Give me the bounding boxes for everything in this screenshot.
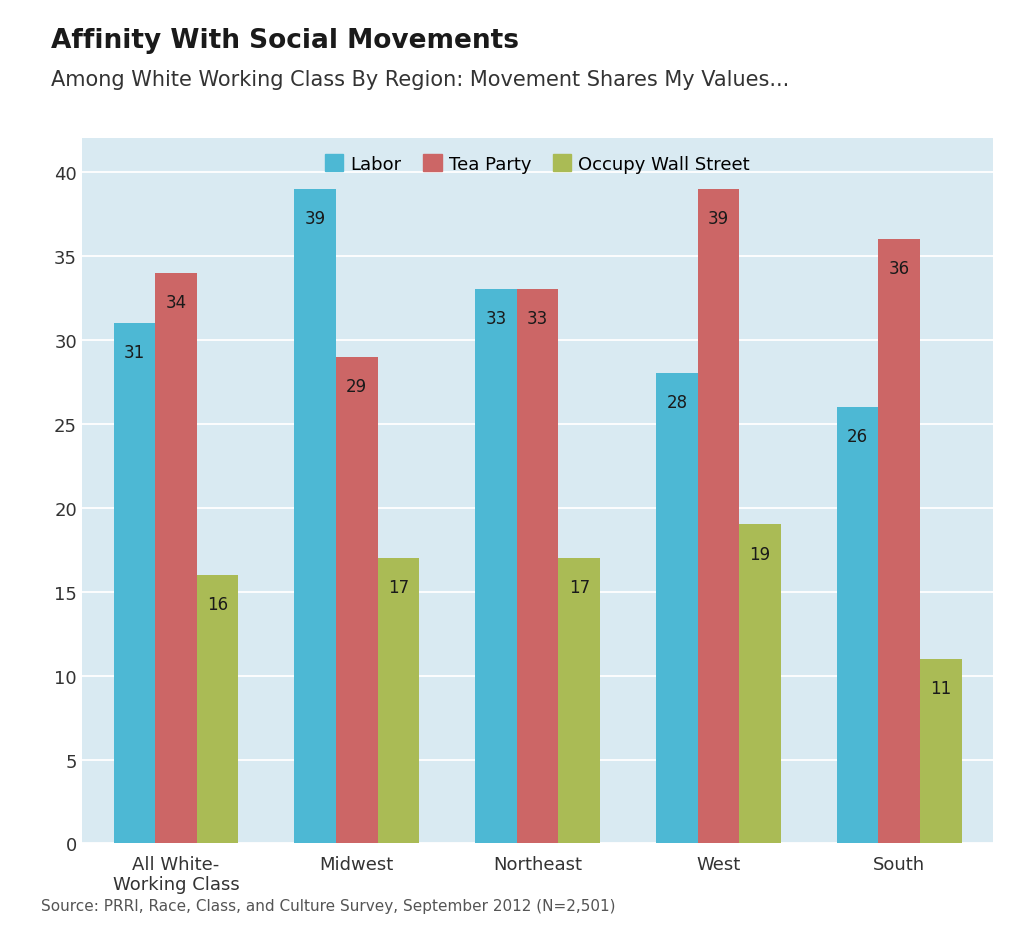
Text: 39: 39 bbox=[708, 210, 729, 227]
Bar bbox=[114, 324, 156, 844]
Text: 28: 28 bbox=[667, 394, 687, 412]
Bar bbox=[920, 659, 962, 844]
Bar bbox=[558, 558, 600, 844]
Bar bbox=[739, 525, 781, 844]
Text: 29: 29 bbox=[346, 377, 368, 395]
Bar bbox=[475, 290, 517, 844]
Legend: Labor, Tea Party, Occupy Wall Street: Labor, Tea Party, Occupy Wall Street bbox=[318, 148, 757, 181]
Text: 39: 39 bbox=[304, 210, 326, 227]
Text: Affinity With Social Movements: Affinity With Social Movements bbox=[51, 28, 519, 54]
Bar bbox=[294, 189, 336, 844]
Text: 11: 11 bbox=[930, 679, 951, 697]
Text: 31: 31 bbox=[124, 344, 145, 362]
Bar bbox=[378, 558, 419, 844]
Bar bbox=[837, 408, 879, 844]
Text: Source: PRRI, Race, Class, and Culture Survey, September 2012 (N=2,501): Source: PRRI, Race, Class, and Culture S… bbox=[41, 898, 615, 913]
Bar bbox=[156, 273, 197, 844]
Text: 34: 34 bbox=[166, 293, 186, 311]
Bar bbox=[517, 290, 558, 844]
Text: 33: 33 bbox=[527, 311, 548, 328]
Text: 36: 36 bbox=[889, 260, 909, 278]
Text: 16: 16 bbox=[207, 595, 228, 614]
Bar bbox=[879, 240, 920, 844]
Text: 19: 19 bbox=[750, 545, 771, 563]
Bar bbox=[656, 374, 697, 844]
Bar bbox=[197, 575, 239, 844]
Text: 17: 17 bbox=[568, 578, 590, 596]
Text: 26: 26 bbox=[847, 427, 868, 446]
Text: Among White Working Class By Region: Movement Shares My Values...: Among White Working Class By Region: Mov… bbox=[51, 70, 790, 90]
Text: 33: 33 bbox=[485, 311, 507, 328]
Text: 17: 17 bbox=[388, 578, 409, 596]
Bar bbox=[336, 357, 378, 844]
Bar bbox=[697, 189, 739, 844]
